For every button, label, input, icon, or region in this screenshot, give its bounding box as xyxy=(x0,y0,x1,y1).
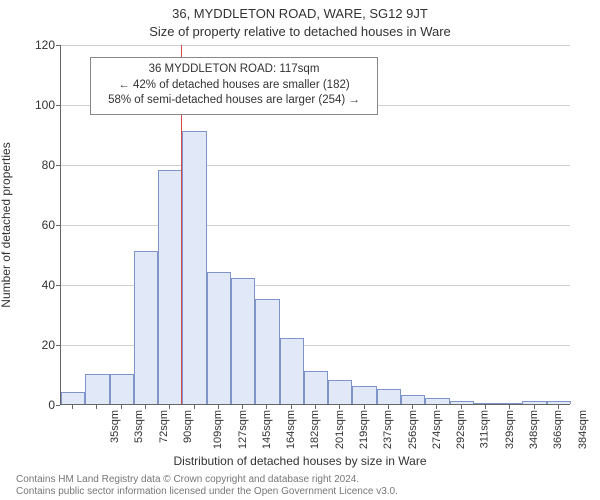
x-tick-mark xyxy=(291,405,292,409)
y-tick-mark xyxy=(56,45,60,46)
y-tick-label: 100 xyxy=(15,98,55,112)
annotation-line1: 36 MYDDLETON ROAD: 117sqm xyxy=(101,62,367,78)
histogram-bar xyxy=(158,170,182,404)
y-tick-mark xyxy=(56,285,60,286)
x-tick-label: 237sqm xyxy=(382,410,394,449)
histogram-bar xyxy=(61,392,85,404)
histogram-bar xyxy=(547,401,571,404)
x-tick-label: 109sqm xyxy=(212,410,224,449)
gridline xyxy=(61,45,570,46)
y-tick-label: 20 xyxy=(15,338,55,352)
histogram-bar xyxy=(304,371,328,404)
x-tick-label: 145sqm xyxy=(261,410,273,449)
chart-title-line2: Size of property relative to detached ho… xyxy=(0,24,600,39)
y-tick-mark xyxy=(56,345,60,346)
x-tick-mark xyxy=(194,405,195,409)
chart-title-line1: 36, MYDDLETON ROAD, WARE, SG12 9JT xyxy=(0,6,600,21)
histogram-bar xyxy=(110,374,134,404)
histogram-bar xyxy=(182,131,206,404)
y-tick-mark xyxy=(56,165,60,166)
x-tick-label: 164sqm xyxy=(285,410,297,449)
gridline xyxy=(61,225,570,226)
x-tick-label: 274sqm xyxy=(431,410,443,449)
histogram-bar xyxy=(255,299,279,404)
histogram-bar xyxy=(134,251,158,404)
x-tick-mark xyxy=(72,405,73,409)
histogram-bar xyxy=(450,401,474,404)
x-tick-label: 182sqm xyxy=(310,410,322,449)
histogram-bar xyxy=(522,401,546,404)
gridline xyxy=(61,165,570,166)
histogram-bar xyxy=(425,398,449,404)
x-tick-mark xyxy=(485,405,486,409)
y-tick-label: 60 xyxy=(15,218,55,232)
x-tick-mark xyxy=(461,405,462,409)
histogram-bar xyxy=(85,374,109,404)
annotation-box: 36 MYDDLETON ROAD: 117sqm ← 42% of detac… xyxy=(90,57,378,115)
x-tick-label: 201sqm xyxy=(334,410,346,449)
x-tick-mark xyxy=(534,405,535,409)
y-tick-mark xyxy=(56,105,60,106)
x-axis-label: Distribution of detached houses by size … xyxy=(0,454,600,468)
x-tick-mark xyxy=(412,405,413,409)
histogram-bar xyxy=(474,403,498,404)
x-tick-label: 219sqm xyxy=(358,410,370,449)
x-tick-label: 127sqm xyxy=(237,410,249,449)
x-tick-label: 90sqm xyxy=(182,410,194,443)
y-tick-label: 0 xyxy=(15,398,55,412)
x-tick-label: 366sqm xyxy=(552,410,564,449)
x-tick-mark xyxy=(315,405,316,409)
footer-line1: Contains HM Land Registry data © Crown c… xyxy=(16,474,359,485)
histogram-bar xyxy=(377,389,401,404)
x-tick-label: 53sqm xyxy=(133,410,145,443)
x-tick-mark xyxy=(96,405,97,409)
x-tick-label: 292sqm xyxy=(455,410,467,449)
x-tick-mark xyxy=(266,405,267,409)
x-tick-mark xyxy=(145,405,146,409)
x-tick-label: 311sqm xyxy=(479,410,491,448)
y-tick-mark xyxy=(56,405,60,406)
histogram-bar xyxy=(280,338,304,404)
x-tick-mark xyxy=(339,405,340,409)
x-tick-label: 256sqm xyxy=(407,410,419,449)
x-tick-mark xyxy=(388,405,389,409)
y-tick-label: 80 xyxy=(15,158,55,172)
x-tick-mark xyxy=(509,405,510,409)
histogram-bar xyxy=(498,403,522,404)
histogram-bar xyxy=(352,386,376,404)
x-tick-mark xyxy=(121,405,122,409)
y-axis-label: Number of detached properties xyxy=(0,142,13,307)
annotation-line3: 58% of semi-detached houses are larger (… xyxy=(101,93,367,109)
x-tick-label: 329sqm xyxy=(504,410,516,449)
y-tick-label: 40 xyxy=(15,278,55,292)
x-tick-label: 384sqm xyxy=(577,410,589,449)
x-tick-mark xyxy=(364,405,365,409)
x-tick-label: 72sqm xyxy=(158,410,170,443)
x-tick-mark xyxy=(558,405,559,409)
chart-container: 36, MYDDLETON ROAD, WARE, SG12 9JT Size … xyxy=(0,0,600,500)
x-tick-mark xyxy=(242,405,243,409)
histogram-bar xyxy=(328,380,352,404)
x-tick-mark xyxy=(436,405,437,409)
x-tick-mark xyxy=(169,405,170,409)
x-tick-mark xyxy=(218,405,219,409)
y-tick-label: 120 xyxy=(15,38,55,52)
histogram-bar xyxy=(401,395,425,404)
annotation-line2: ← 42% of detached houses are smaller (18… xyxy=(101,78,367,94)
x-tick-label: 35sqm xyxy=(109,410,121,443)
footer-line2: Contains public sector information licen… xyxy=(16,486,398,497)
histogram-bar xyxy=(231,278,255,404)
x-tick-label: 348sqm xyxy=(528,410,540,449)
y-tick-mark xyxy=(56,225,60,226)
histogram-bar xyxy=(207,272,231,404)
